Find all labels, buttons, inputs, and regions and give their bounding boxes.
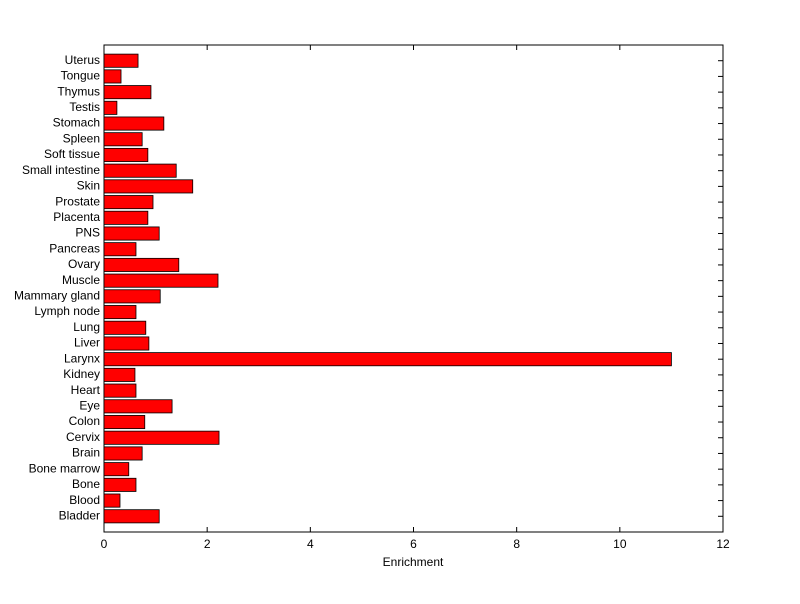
bar [103, 430, 220, 445]
bar [103, 147, 149, 162]
y-tick-label: Brain [72, 446, 100, 460]
bar [103, 462, 130, 477]
y-tick-label: Mammary gland [14, 289, 100, 303]
y-tick-label: Uterus [65, 53, 100, 67]
y-tick-label: Testis [69, 100, 100, 114]
x-tick-label: 6 [410, 537, 417, 551]
y-tick-label: Heart [71, 383, 101, 397]
y-tick-label: Prostate [55, 194, 100, 208]
y-tick-label: Lymph node [34, 304, 100, 318]
bar [103, 399, 173, 414]
y-tick-label: Muscle [62, 273, 100, 287]
y-tick-label: Placenta [53, 210, 100, 224]
y-tick-label: Lung [73, 320, 100, 334]
y-tick-label: Bone [72, 477, 100, 491]
y-tick-label: Blood [69, 493, 100, 507]
bar [103, 53, 139, 68]
y-tick-label: Soft tissue [44, 147, 100, 161]
bar [103, 367, 136, 382]
bar [103, 493, 121, 508]
y-tick-label: Bladder [59, 508, 100, 522]
y-tick-label: Tongue [61, 69, 101, 83]
y-tick-label: Larynx [64, 351, 100, 365]
y-tick-label: Colon [69, 414, 100, 428]
x-tick-label: 4 [307, 537, 314, 551]
x-tick-label: 0 [101, 537, 108, 551]
bar [103, 477, 137, 492]
y-tick-label: Thymus [57, 84, 100, 98]
bar [103, 446, 143, 461]
bar [103, 179, 194, 194]
bar [103, 383, 137, 398]
bar [103, 132, 143, 147]
bar [103, 210, 149, 225]
bar [103, 336, 150, 351]
y-tick-label: Eye [79, 398, 100, 412]
bar [103, 415, 146, 430]
y-tick-label: Kidney [63, 367, 100, 381]
bar [103, 352, 672, 367]
bar [103, 116, 165, 131]
bar [103, 509, 160, 524]
y-tick-label: Ovary [68, 257, 100, 271]
y-tick-label: PNS [75, 226, 100, 240]
x-tick-label: 2 [204, 537, 211, 551]
bar [103, 85, 152, 100]
bar [103, 289, 161, 304]
x-tick-label: 12 [716, 537, 730, 551]
bar [103, 273, 219, 288]
bar [103, 163, 177, 178]
y-tick-label: Spleen [63, 131, 100, 145]
bar [103, 226, 160, 241]
bar [103, 195, 154, 210]
x-tick-label: 8 [513, 537, 520, 551]
bar [103, 257, 180, 272]
y-tick-label: Bone marrow [29, 461, 101, 475]
bar [103, 242, 137, 257]
bar [103, 305, 137, 320]
y-tick-label: Skin [77, 179, 100, 193]
y-tick-label: Liver [74, 336, 100, 350]
y-tick-label: Cervix [66, 430, 100, 444]
bar [103, 69, 122, 84]
x-axis-label: Enrichment [383, 555, 444, 569]
bar [103, 100, 118, 115]
x-tick-label: 10 [613, 537, 627, 551]
y-tick-label: Small intestine [22, 163, 100, 177]
y-tick-label: Pancreas [49, 241, 100, 255]
y-tick-label: Stomach [53, 116, 100, 130]
plot-area [103, 44, 724, 533]
bar [103, 320, 147, 335]
